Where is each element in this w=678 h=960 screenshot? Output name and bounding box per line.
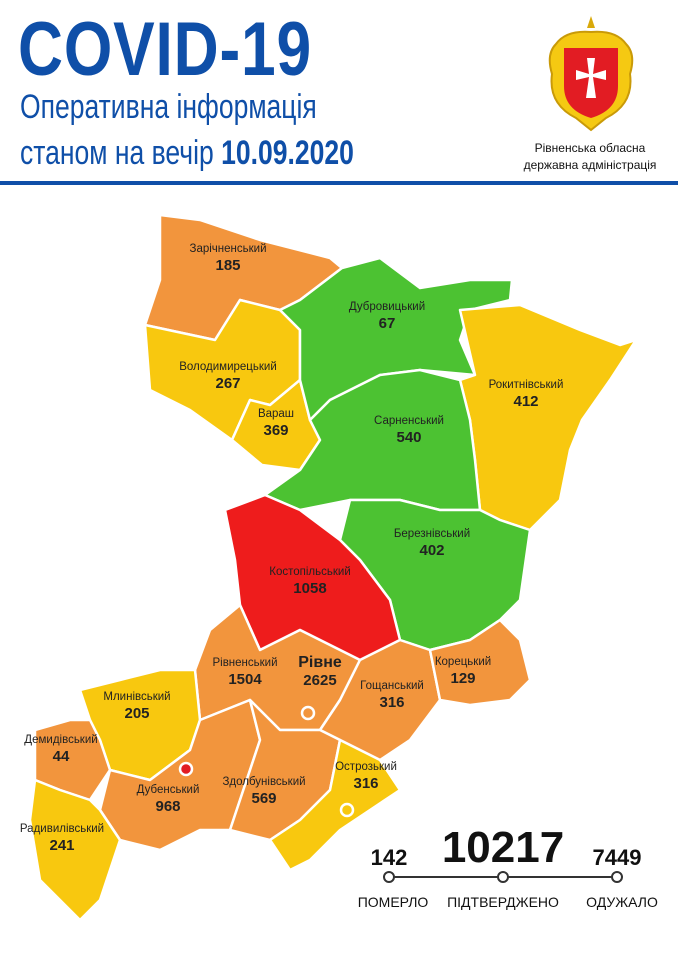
died-value: 142 [370,845,408,870]
region-label: Вараш 369 [258,407,294,440]
confirmed-label: ПІДТВЕРДЖЕНО [447,892,559,910]
confirmed-value: 10217 [441,823,565,872]
region-name: Володимирецький [179,361,277,373]
region-cases: 205 [124,705,150,722]
region-label: Здолбунівський 569 [222,775,305,808]
region-label: Костопільський 1058 [269,565,350,598]
region-label: Рівненський 1504 [212,656,277,689]
died-label: ПОМЕРЛО [358,892,429,910]
region-name: Костопільський [269,566,351,578]
region-label: Дубровицький 67 [349,300,425,333]
region-name: Сарненський [374,415,444,427]
region-label: Зарічненський 185 [189,242,266,275]
region-cases: 129 [450,670,476,687]
region-cases: 44 [52,748,70,765]
region-name: Острозький [335,761,397,773]
page-title: COVID-19 [18,7,313,92]
region-name: Зарічненський [189,243,267,255]
region-cases: 540 [396,429,422,446]
org-line-1: Рівненська обласна [534,141,646,155]
region-17 [268,738,402,872]
region-cases: 968 [155,798,181,815]
region-label: Дубенський 968 [137,783,200,816]
region-name: Вараш [257,408,295,420]
region-label: Гощанський 316 [360,679,424,712]
region-cases: 369 [263,422,289,439]
region-cases: 316 [353,775,379,792]
region-cases: 569 [251,790,277,807]
region-cases: 67 [378,315,396,332]
region-name: Корецький [434,656,492,668]
coat-of-arms-logo [548,16,634,132]
region-label: Острозький 316 [335,760,397,793]
region-name: Радивилівський [19,823,105,835]
city-marker [300,705,316,721]
region-cases: 402 [419,542,445,559]
region-name: Дубровицький [348,301,426,313]
recovered-dot [611,871,623,883]
region-label: Радивилівський 241 [20,822,104,855]
region-cases: 412 [513,393,539,410]
city-marker [225,449,241,465]
report-date: 10.09.2020 [221,134,354,172]
subtitle: Оперативна інформація [20,88,317,126]
region-name: Рівненський [212,657,278,669]
region-name: Дубенський [136,784,200,796]
region-name: Демидівський [24,734,98,746]
header-divider [0,181,678,185]
region-name: Рівне [298,654,342,671]
region-cases: 1504 [228,671,262,688]
region-cases: 316 [379,694,405,711]
organization-name: Рівненська обласна державна адміністраці… [520,140,660,174]
org-line-2: державна адміністрація [523,158,657,172]
region-cases: 2625 [303,672,337,689]
region-18 [28,778,122,922]
region-cases: 241 [49,837,75,854]
city-marker [339,802,355,818]
region-cases: 185 [215,257,241,274]
confirmed-dot [497,871,509,883]
date-prefix: станом на вечір [20,134,214,172]
region-cases: 1058 [293,580,327,597]
stat-recovered: 7449 [593,845,642,871]
region-cases: 267 [215,375,241,392]
region-12 [428,618,532,707]
region-label: Володимирецький 267 [179,360,277,393]
region-name: Березнівський [393,528,471,540]
region-name: Гощанський [360,680,424,692]
region-name: Рокитнівський [488,379,564,391]
region-label: Демидівський 44 [24,733,97,766]
region-label: Рівне 2625 [298,654,342,690]
died-label-text: ПОМЕРЛО [357,894,429,910]
subtitle-date-line: станом на вечір 10.09.2020 [20,134,354,173]
recovered-value: 7449 [592,845,642,870]
recovered-label: ОДУЖАЛО [586,892,658,910]
region-name: Млинівський [103,691,171,703]
region-label: Березнівський 402 [394,527,470,560]
region-label: Сарненський 540 [374,414,444,447]
recovered-label-text: ОДУЖАЛО [586,894,658,910]
city-marker [178,761,194,777]
stat-confirmed: 10217 [442,823,564,873]
region-11 [318,638,442,762]
region-name: Здолбунівський [222,776,306,788]
confirmed-label-text: ПІДТВЕРДЖЕНО [447,894,559,910]
region-label: Млинівський 205 [103,690,170,723]
stat-died: 142 [371,845,408,871]
region-label: Корецький 129 [435,655,491,688]
region-label: Рокитнівський 412 [489,378,564,411]
died-dot [383,871,395,883]
